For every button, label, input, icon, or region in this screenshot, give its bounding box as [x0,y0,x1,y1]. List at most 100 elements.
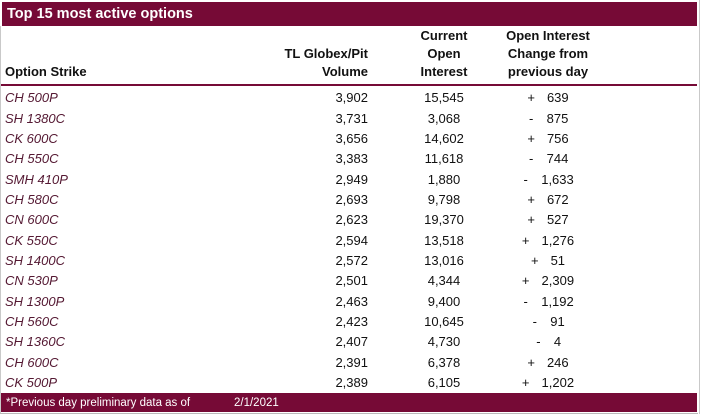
change-sign: + [527,191,535,207]
change-sign: + [521,232,530,248]
open-interest-cell: 9,798 [427,191,461,207]
option-strike-cell: SH 1300P [5,293,65,309]
change-sign: + [521,374,530,390]
table-body: CH 500P 3,902 15,545 +639 SH 1380C 3,731 3,068… [0,88,701,393]
change-sign: + [527,212,535,228]
change-value: 875 [546,110,569,126]
oi-change-cell: +639 [493,90,603,105]
option-strike-cell: CH 550C [5,151,59,167]
option-strike-cell: CH 600C [5,354,59,370]
change-value: 756 [546,130,569,146]
change-value: 672 [546,191,569,207]
table-header: Option Strike TL Globex/Pit Volume Curre… [0,26,697,86]
oi-change-cell: -4 [493,334,603,349]
oi-change-cell: +1,276 [493,233,603,248]
open-interest-cell: 3,068 [427,110,461,126]
table-row: SH 1400C 2,572 13,016 +51 [0,250,701,270]
change-value: 1,276 [541,232,575,248]
footer-bar: *Previous day preliminary data as of 2/1… [1,393,697,412]
header-oi-change: Open Interest Change from previous day [493,26,603,84]
oi-change-cell: +2,309 [493,273,603,288]
open-interest-cell: 4,730 [427,334,461,350]
change-value: 246 [546,354,569,370]
open-interest-cell: 6,378 [427,354,461,370]
change-value: 1,633 [541,171,574,187]
open-interest-cell: 13,518 [424,232,464,248]
volume-cell: 2,407 [335,334,368,350]
change-value: 1,202 [541,374,575,390]
change-value: 91 [550,313,565,329]
open-interest-cell: 9,400 [427,293,461,309]
footer-date: 2/1/2021 [234,396,279,409]
header-label: Interest [420,64,468,79]
volume-cell: 2,693 [335,191,368,207]
volume-cell: 2,623 [335,212,368,228]
table-row: CN 600C 2,623 19,370 +527 [0,210,701,230]
oi-change-cell: -875 [493,111,603,126]
header-option-strike: Option Strike [0,26,240,84]
volume-cell: 2,501 [335,273,368,289]
volume-cell: 2,949 [335,171,368,187]
option-strike-cell: SH 1380C [5,110,65,126]
oi-change-cell: -744 [493,151,603,166]
change-sign: - [528,110,534,126]
table-row: SH 1360C 2,407 4,730 -4 [0,332,701,352]
option-strike-cell: SMH 410P [5,171,68,187]
open-interest-cell: 14,602 [424,130,464,146]
option-strike-cell: SH 1360C [5,334,65,350]
table-row: CK 500P 2,389 6,105 +1,202 [0,372,701,392]
right-edge-line [699,0,700,414]
open-interest-cell: 6,105 [427,374,461,390]
table-row: CH 560C 2,423 10,645 -91 [0,311,701,331]
volume-cell: 3,731 [335,110,368,126]
oi-change-cell: +246 [493,355,603,370]
change-value: 4 [553,334,562,350]
change-value: 527 [546,212,569,228]
header-label: previous day [507,64,589,79]
option-strike-cell: CH 560C [5,313,59,329]
table-row: CK 600C 3,656 14,602 +756 [0,128,701,148]
open-interest-cell: 1,880 [427,171,461,187]
table-row: CH 600C 2,391 6,378 +246 [0,352,701,372]
table-row: CH 500P 3,902 15,545 +639 [0,88,701,108]
table-row: CH 550C 3,383 11,618 -744 [0,149,701,169]
table-row: SH 1380C 3,731 3,068 -875 [0,108,701,128]
option-strike-cell: CK 550C [5,232,58,248]
oi-change-cell: +756 [493,131,603,146]
title-bar: Top 15 most active options [2,2,697,26]
oi-change-cell: -91 [493,314,603,329]
header-label: Volume [322,64,368,79]
volume-cell: 2,594 [335,232,368,248]
volume-cell: 2,572 [335,252,368,268]
header-label: Current [420,28,468,43]
option-strike-cell: SH 1400C [5,252,65,268]
table-row: CN 530P 2,501 4,344 +2,309 [0,271,701,291]
volume-cell: 2,389 [335,374,368,390]
volume-cell: 3,902 [335,90,368,106]
oi-change-cell: -1,633 [493,172,603,187]
table-row: CK 550C 2,594 13,518 +1,276 [0,230,701,250]
change-value: 639 [546,90,569,106]
option-strike-cell: CK 500P [5,374,58,390]
option-strike-cell: CH 580C [5,191,59,207]
change-sign: + [527,354,535,370]
open-interest-cell: 10,645 [424,313,464,329]
option-strike-cell: CK 600C [5,130,58,146]
open-interest-cell: 4,344 [427,273,461,289]
oi-change-cell: -1,192 [493,294,603,309]
change-sign: + [530,252,539,268]
change-value: 1,192 [541,293,574,309]
header-label: Change from [507,46,589,61]
volume-cell: 2,463 [335,293,368,309]
open-interest-cell: 15,545 [424,90,464,106]
header-volume: TL Globex/Pit Volume [240,26,395,84]
oi-change-cell: +672 [493,192,603,207]
volume-cell: 2,423 [335,313,368,329]
page-title: Top 15 most active options [7,6,193,22]
volume-cell: 3,383 [335,151,368,167]
header-label: Open Interest [506,28,590,43]
change-value: 2,309 [541,273,575,289]
oi-change-cell: +51 [493,253,603,268]
header-label: TL Globex/Pit [284,46,368,61]
